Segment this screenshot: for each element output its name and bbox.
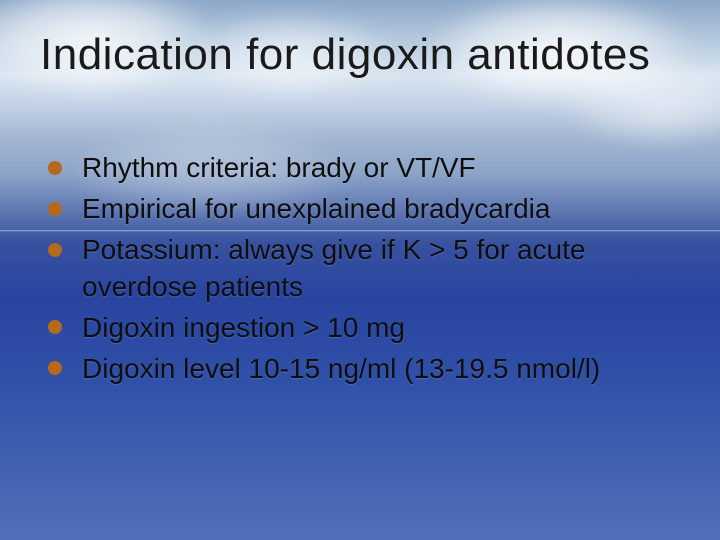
bullet-icon [48, 243, 62, 257]
bullet-text: Digoxin ingestion > 10 mg [82, 312, 405, 343]
bullet-text: Empirical for unexplained bradycardia [82, 193, 550, 224]
bullet-text: Rhythm criteria: brady or VT/VF [82, 152, 476, 183]
slide-title: Indication for digoxin antidotes [40, 30, 650, 80]
bullet-item: Rhythm criteria: brady or VT/VF [48, 150, 680, 187]
bullet-text: Potassium: always give if K > 5 for acut… [82, 234, 585, 302]
bullet-item: Digoxin level 10-15 ng/ml (13-19.5 nmol/… [48, 351, 680, 388]
bullet-item: Empirical for unexplained bradycardia [48, 191, 680, 228]
bullet-icon [48, 320, 62, 334]
bullet-icon [48, 202, 62, 216]
bullet-icon [48, 161, 62, 175]
bullet-icon [48, 361, 62, 375]
slide: Indication for digoxin antidotes Rhythm … [0, 0, 720, 540]
bullet-item: Digoxin ingestion > 10 mg [48, 310, 680, 347]
bullet-text: Digoxin level 10-15 ng/ml (13-19.5 nmol/… [82, 353, 600, 384]
bullet-item: Potassium: always give if K > 5 for acut… [48, 232, 680, 306]
bullet-list: Rhythm criteria: brady or VT/VF Empirica… [48, 150, 680, 392]
